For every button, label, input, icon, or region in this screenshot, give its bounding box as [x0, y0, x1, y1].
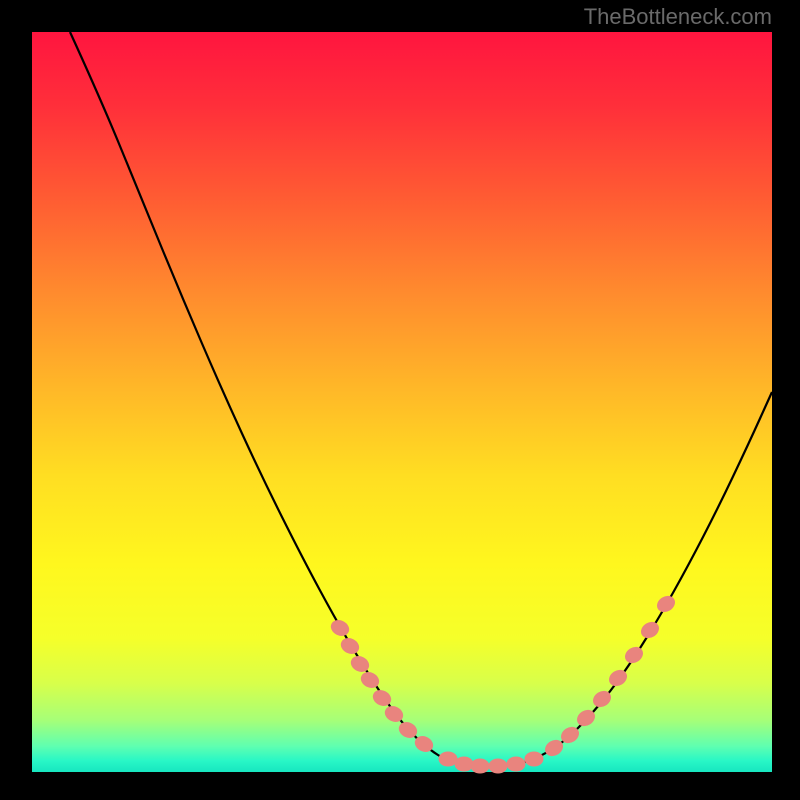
data-marker — [439, 752, 457, 766]
data-marker — [525, 752, 543, 766]
data-marker — [639, 619, 662, 640]
data-marker — [329, 618, 351, 638]
bottleneck-curve — [70, 32, 772, 767]
data-marker — [623, 644, 646, 665]
curve-layer — [32, 32, 772, 772]
data-marker — [455, 757, 473, 771]
data-marker — [471, 759, 489, 773]
data-marker — [339, 636, 361, 656]
data-marker — [543, 737, 566, 758]
plot-area — [32, 32, 772, 772]
chart-stage: TheBottleneck.com — [0, 0, 800, 800]
data-marker — [489, 759, 507, 773]
data-marker — [655, 593, 678, 614]
data-marker — [507, 757, 525, 771]
watermark-text: TheBottleneck.com — [584, 4, 772, 30]
